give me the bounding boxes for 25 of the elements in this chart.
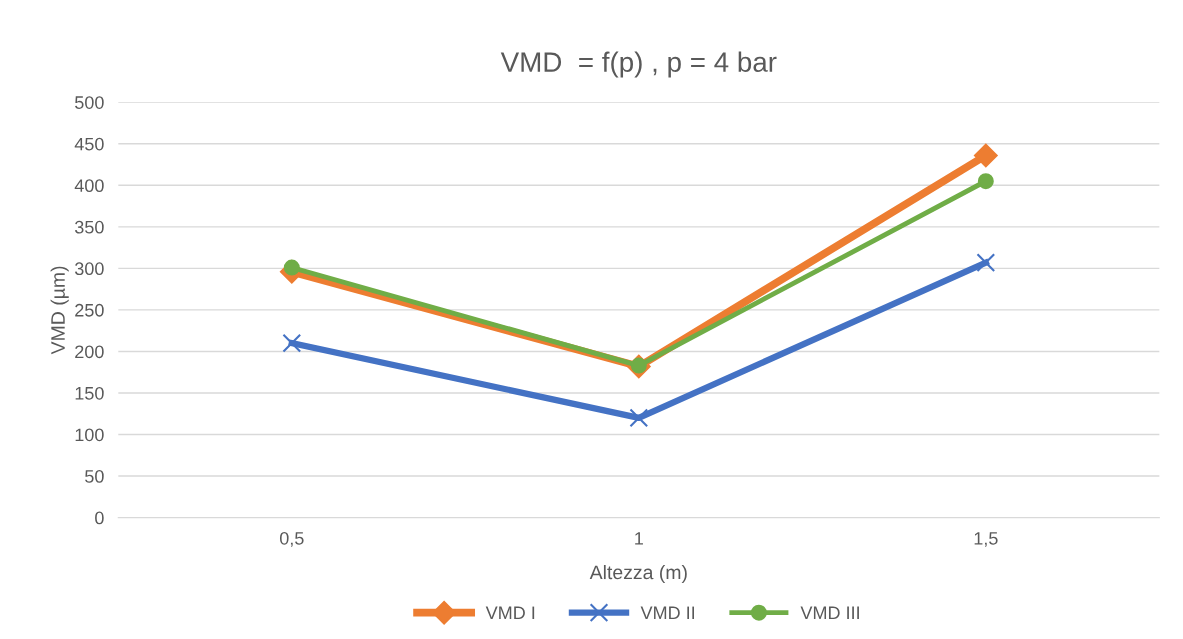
- y-tick-label: 250: [75, 303, 104, 317]
- chart-title: VMD = f(p) , p = 4 bar: [500, 51, 777, 78]
- point: [629, 408, 649, 428]
- y-tick-label: 500: [75, 96, 104, 109]
- y-tick-label: 200: [75, 345, 104, 359]
- x-tick-label: 0,5: [279, 531, 304, 547]
- y-tick-label: 350: [74, 220, 104, 234]
- legend-label: VMD I: [485, 606, 535, 619]
- y-tick-label: 400: [74, 179, 104, 193]
- point: [977, 173, 994, 190]
- x-tick-label: 1,5: [974, 532, 998, 547]
- legend-label: VMD III: [800, 606, 859, 619]
- y-tick-label: 450: [74, 137, 104, 151]
- y-tick-label: 150: [75, 386, 104, 400]
- y-tick-label: 50: [85, 469, 104, 483]
- legend-label: VMD II: [640, 606, 695, 619]
- point: [973, 143, 998, 168]
- x-tick-label: 1: [635, 532, 643, 545]
- x-axis-title: Altezza (m): [589, 564, 687, 584]
- y-tick-label: 100: [75, 428, 104, 442]
- point: [282, 333, 302, 353]
- point: [976, 253, 996, 272]
- y-axis-title: VMD (µm): [50, 266, 69, 355]
- y-tick-label: 0: [95, 511, 104, 525]
- y-tick-label: 300: [74, 262, 104, 276]
